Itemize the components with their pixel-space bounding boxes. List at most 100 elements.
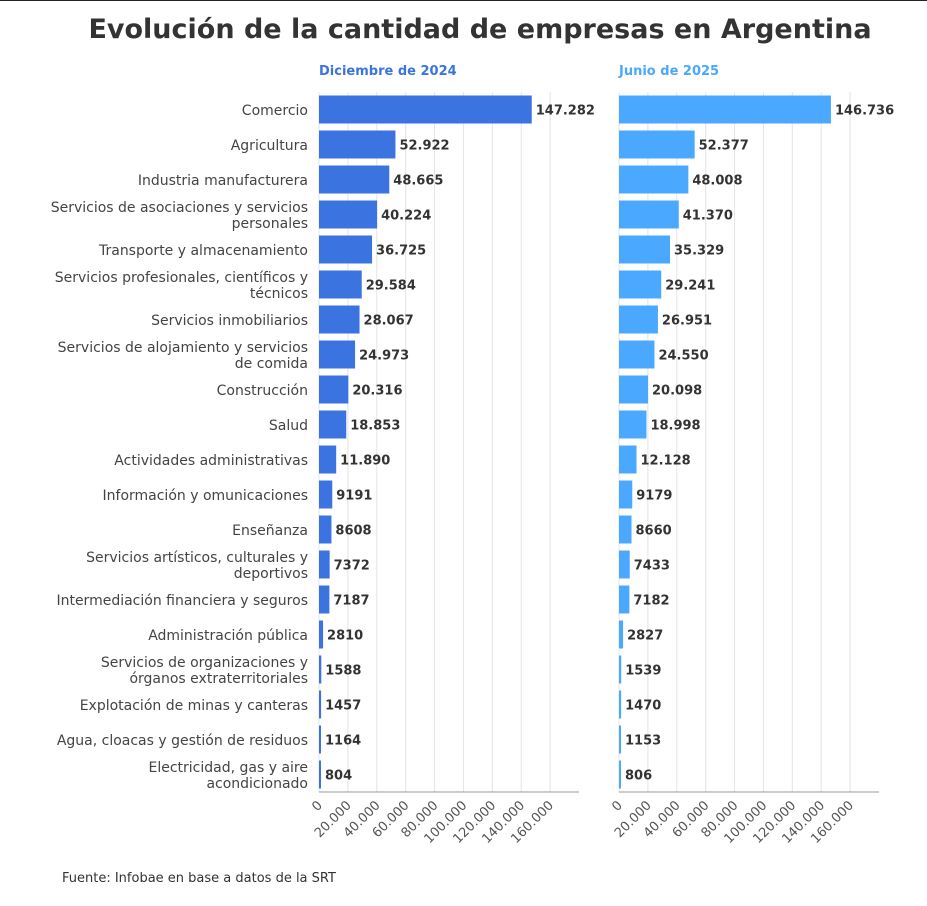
bar: [619, 305, 658, 334]
bar: [619, 270, 662, 299]
category-label: Información y omunicaciones: [102, 487, 308, 504]
value-label: 18.998: [650, 419, 700, 434]
category-label: Agricultura: [230, 137, 308, 154]
value-label: 52.377: [699, 139, 749, 154]
category-label: Administración pública: [148, 627, 308, 644]
bar: [619, 410, 647, 439]
bar: [319, 235, 373, 264]
bar: [619, 200, 679, 229]
bar: [619, 235, 671, 264]
value-label: 40.224: [381, 209, 431, 224]
value-label: 806: [625, 769, 652, 784]
value-label: 7187: [333, 594, 369, 609]
category-label: Transporte y almacenamiento: [98, 242, 308, 259]
value-label: 1153: [625, 734, 661, 749]
value-label: 7372: [334, 559, 370, 574]
bar: [319, 165, 390, 194]
value-label: 9191: [336, 489, 372, 504]
category-label: Construcción: [216, 382, 308, 399]
chart-title: Evolución de la cantidad de empresas en …: [88, 14, 872, 45]
bar: [319, 655, 322, 684]
bar: [619, 445, 637, 474]
value-label: 24.550: [658, 349, 708, 364]
value-label: 2810: [327, 629, 363, 644]
value-label: 20.316: [352, 384, 402, 399]
bar: [319, 270, 362, 299]
value-label: 12.128: [641, 454, 691, 469]
bar: [319, 690, 322, 719]
category-label: Servicios inmobiliarios: [151, 312, 308, 329]
bar: [619, 725, 621, 754]
bar: [319, 95, 532, 124]
value-label: 24.973: [359, 349, 409, 364]
bar: [619, 95, 831, 124]
panel-title-dec-2024: Diciembre de 2024: [319, 64, 457, 79]
value-label: 35.329: [674, 244, 724, 259]
value-label: 28.067: [364, 314, 414, 329]
x-tick-label: 0: [309, 798, 325, 814]
value-label: 20.098: [652, 384, 702, 399]
category-label: Intermediación financiera y seguros: [56, 592, 308, 609]
bar: [319, 515, 332, 544]
value-label: 146.736: [835, 104, 894, 119]
value-label: 7182: [633, 594, 669, 609]
value-label: 2827: [627, 629, 663, 644]
bar: [619, 375, 649, 404]
bar: [319, 340, 356, 369]
value-label: 1164: [325, 734, 361, 749]
value-label: 1457: [325, 699, 361, 714]
bar: [319, 760, 321, 789]
bar: [619, 165, 689, 194]
value-label: 41.370: [683, 209, 733, 224]
x-tick-label: 0: [609, 798, 625, 814]
bar: [319, 130, 396, 159]
bar: [619, 480, 633, 509]
value-label: 48.008: [692, 174, 742, 189]
category-label: Servicios profesionales, científicos y t…: [54, 269, 308, 302]
value-label: 52.922: [399, 139, 449, 154]
value-label: 804: [325, 769, 352, 784]
category-label: Servicios de asociaciones y servicios pe…: [50, 199, 308, 232]
category-label: Salud: [268, 417, 308, 434]
bar: [619, 515, 632, 544]
panel-title-jun-2025: Junio de 2025: [619, 64, 720, 79]
bar: [619, 340, 655, 369]
category-label: Servicios de alojamiento y servicios de …: [57, 339, 308, 372]
category-label: Servicios artísticos, culturales y depor…: [86, 549, 308, 582]
bar: [619, 690, 622, 719]
bar: [619, 655, 622, 684]
bar: [319, 375, 349, 404]
value-label: 8660: [636, 524, 672, 539]
value-label: 1470: [625, 699, 661, 714]
category-label: Comercio: [241, 102, 308, 119]
value-label: 1539: [625, 664, 661, 679]
category-label: Industria manufacturera: [137, 172, 308, 189]
bar: [319, 550, 330, 579]
category-label: Agua, cloacas y gestión de residuos: [56, 732, 308, 749]
bar: [319, 200, 378, 229]
bar: [319, 620, 324, 649]
category-label: Servicios de organizaciones y órganos ex…: [100, 654, 308, 687]
category-label: Actividades administrativas: [114, 452, 308, 469]
source-note: Fuente: Infobae en base a datos de la SR…: [62, 871, 336, 886]
value-label: 147.282: [536, 104, 595, 119]
bar: [319, 725, 321, 754]
value-label: 48.665: [393, 174, 443, 189]
bar: [619, 130, 695, 159]
value-label: 9179: [636, 489, 672, 504]
value-label: 26.951: [662, 314, 712, 329]
bar: [319, 585, 330, 614]
value-label: 11.890: [340, 454, 390, 469]
bar: [319, 410, 347, 439]
value-label: 7433: [634, 559, 670, 574]
bar: [619, 550, 630, 579]
value-label: 29.584: [366, 279, 416, 294]
value-label: 29.241: [665, 279, 715, 294]
bar: [319, 480, 333, 509]
category-label: Explotación de minas y canteras: [79, 697, 308, 714]
bar: [619, 585, 630, 614]
category-label: Electricidad, gas y aire acondicionado: [148, 759, 309, 792]
bar: [619, 620, 624, 649]
bar: [319, 305, 360, 334]
